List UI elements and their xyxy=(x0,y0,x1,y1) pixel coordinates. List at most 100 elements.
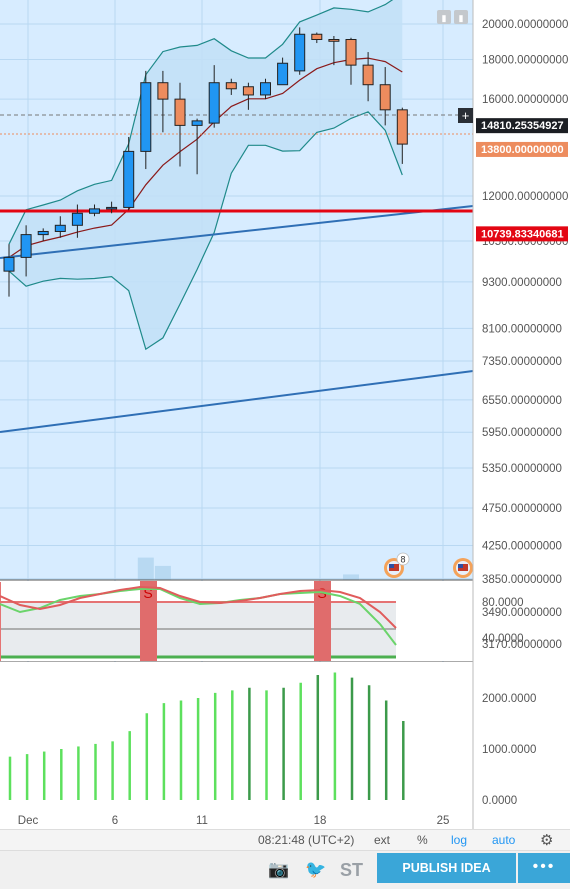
price-axis-label: 12000.00000000 xyxy=(482,191,568,203)
time-axis-label: 11 xyxy=(196,815,208,827)
candle-body[interactable] xyxy=(123,150,135,208)
volume-bar xyxy=(154,565,171,580)
rsi-axis-label: 80.0000 xyxy=(482,597,524,609)
price-axis-label: 5350.00000000 xyxy=(482,463,562,475)
candle-body[interactable] xyxy=(89,208,100,214)
price-tag xyxy=(476,141,568,157)
price-axis-label: 5950.00000000 xyxy=(482,427,562,439)
candle-body[interactable] xyxy=(37,230,49,236)
bollinger-lower-line xyxy=(8,111,403,351)
signal-bar-1[interactable] xyxy=(140,581,157,661)
price-axis-label: 6550.00000000 xyxy=(482,395,562,407)
price-axis[interactable] xyxy=(473,0,570,829)
candle-body[interactable] xyxy=(396,109,408,145)
price-tags: 14810.25354927 13800.00000000 10739.833406… xyxy=(476,118,568,242)
stoch-k-line xyxy=(0,588,397,646)
time-axis-label: 18 xyxy=(314,815,327,827)
price-axis-label: 18000.00000000 xyxy=(482,54,568,66)
trendline-upper[interactable] xyxy=(0,205,474,259)
histogram-axis-label: 1000.0000 xyxy=(482,744,536,756)
time-axis-label: Dec xyxy=(18,815,39,827)
price-axis-label: 4250.00000000 xyxy=(482,541,562,553)
price-tag-label: 13800.00000000 xyxy=(481,144,564,156)
stoch-rsi-pane[interactable]: S S xyxy=(0,581,473,661)
crosshair-plus-button[interactable]: + xyxy=(458,108,473,123)
histogram-bars xyxy=(8,672,405,800)
price-tag-label: 14810.25354927 xyxy=(481,120,564,132)
price-tag xyxy=(476,226,568,242)
stocktwits-button[interactable]: ST xyxy=(340,860,364,880)
candle-body[interactable] xyxy=(71,212,83,226)
candle-body[interactable] xyxy=(140,82,152,152)
more-menu-button[interactable]: ••• xyxy=(518,853,570,883)
moving-average-line xyxy=(8,57,403,258)
rsi-axis-labels: 80.0000 40.0000 xyxy=(482,597,524,645)
candle-body[interactable] xyxy=(345,39,357,66)
auto-toggle[interactable]: auto xyxy=(492,833,516,847)
volume-bars xyxy=(137,557,359,580)
histogram-pane[interactable] xyxy=(0,662,473,829)
price-axis-label: 8100.00000000 xyxy=(482,323,562,335)
histogram-axis-label: 0.0000 xyxy=(482,795,517,807)
ext-toggle[interactable]: ext xyxy=(374,833,391,847)
candle-body[interactable] xyxy=(208,82,220,124)
candle-body[interactable] xyxy=(174,98,186,126)
price-tag-label: 10739.83340681 xyxy=(481,228,564,240)
signal-label-1: S xyxy=(143,585,152,601)
rsi-axis-label: 40.0000 xyxy=(482,633,524,645)
publish-idea-button[interactable]: PUBLISH IDEA xyxy=(377,853,516,883)
bollinger-upper-line xyxy=(8,0,394,245)
candle-body[interactable] xyxy=(328,39,340,42)
time-axis[interactable]: Dec 6 11 18 25 xyxy=(18,815,450,827)
event-count-badge: 8 xyxy=(400,555,405,565)
chart-header-buttons[interactable]: ▮ ▮ xyxy=(437,10,468,24)
price-axis-label: 20000.00000000 xyxy=(482,19,568,31)
price-axis-label: 3170.00000000 xyxy=(482,639,562,651)
price-axis-label: 4750.00000000 xyxy=(482,503,562,515)
time-axis-label: 25 xyxy=(437,815,450,827)
bottom-status-bar: 08:21:48 (UTC+2) ext % log auto ⚙ xyxy=(0,829,570,851)
price-axis-label: 3850.00000000 xyxy=(482,574,562,586)
event-badges[interactable]: 8 xyxy=(384,552,473,578)
candle-body[interactable] xyxy=(294,33,306,72)
stoch-d-line xyxy=(0,585,397,629)
candle-body[interactable] xyxy=(242,86,254,96)
candle-body[interactable] xyxy=(379,84,391,111)
candle-body[interactable] xyxy=(225,82,237,90)
log-toggle[interactable]: log xyxy=(451,833,468,847)
histogram-axis-labels: 2000.0000 1000.0000 0.0000 xyxy=(482,693,536,807)
candle-body[interactable] xyxy=(54,224,66,232)
candle-body[interactable] xyxy=(191,120,203,126)
candle-body[interactable] xyxy=(106,206,118,210)
pane-button-1[interactable] xyxy=(437,10,451,24)
time-axis-label: 6 xyxy=(112,815,118,827)
candle-body[interactable] xyxy=(260,82,271,96)
price-axis-label: 3490.00000000 xyxy=(482,607,562,619)
candle-body[interactable] xyxy=(311,33,323,41)
candle-body[interactable] xyxy=(20,234,32,258)
pane-button-2-glyph: ▮ xyxy=(459,13,464,23)
pane-button-1-glyph: ▮ xyxy=(442,13,447,23)
volume-bar xyxy=(137,557,154,580)
price-axis-label: 7350.00000000 xyxy=(482,356,562,368)
candle-body[interactable] xyxy=(157,82,169,100)
percent-toggle[interactable]: % xyxy=(417,833,428,847)
candle-body[interactable] xyxy=(362,64,374,86)
twitter-icon[interactable]: 🐦 xyxy=(305,860,327,879)
price-axis-labels: 20000.00000000 18000.00000000 16000.000000… xyxy=(482,19,568,651)
camera-icon[interactable]: 📷 xyxy=(268,860,290,879)
volume-bar xyxy=(343,574,359,580)
plus-icon: + xyxy=(462,108,470,123)
price-axis-label: 9300.00000000 xyxy=(482,277,562,289)
candlesticks[interactable] xyxy=(3,27,408,297)
settings-gear-icon[interactable]: ⚙ xyxy=(540,832,554,849)
candle-body[interactable] xyxy=(3,256,15,272)
trendline-lower[interactable] xyxy=(0,370,474,433)
candle-body[interactable] xyxy=(277,62,289,86)
price-axis-label: 16000.00000000 xyxy=(482,94,568,106)
price-tag xyxy=(476,118,568,134)
signal-bar-2[interactable] xyxy=(314,581,331,661)
pane-button-2[interactable] xyxy=(454,10,468,24)
bollinger-band-fill xyxy=(9,0,403,350)
